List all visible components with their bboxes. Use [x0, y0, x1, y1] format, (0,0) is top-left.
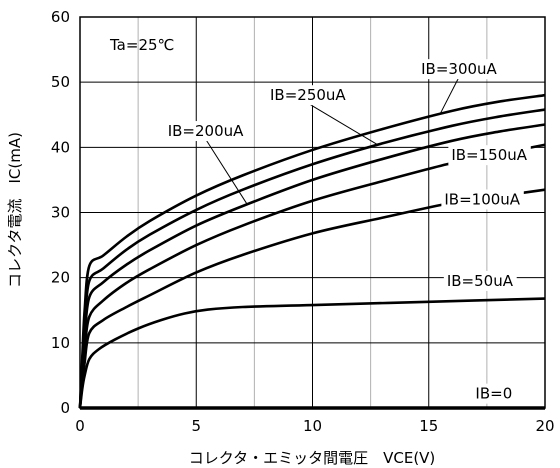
x-tick-label: 15 — [419, 417, 438, 435]
series-label: IB=150uA — [451, 146, 527, 164]
tick-labels: 0 5 10 15 20 0 10 20 30 40 50 60 — [51, 8, 555, 435]
y-tick-label: 10 — [51, 334, 70, 352]
leader-line — [205, 138, 248, 205]
label-background — [472, 383, 516, 404]
series-line-ib-300ua — [78, 93, 546, 409]
label-background — [418, 59, 501, 80]
series-label: IB=300uA — [421, 60, 497, 78]
y-tick-label: 60 — [51, 8, 70, 26]
x-tick-label: 20 — [535, 417, 554, 435]
label-leaders — [205, 76, 460, 205]
leader-line — [307, 102, 378, 146]
label-background — [448, 145, 531, 166]
grid — [80, 17, 545, 408]
x-tick-label: 5 — [191, 417, 201, 435]
series-label: IB=200uA — [168, 122, 244, 140]
series-label: IB=250uA — [270, 86, 346, 104]
label-background — [441, 189, 524, 210]
y-tick-label: 0 — [60, 399, 70, 417]
label-background — [267, 85, 350, 106]
series-line-ib-50ua — [78, 297, 546, 409]
y-tick-label: 50 — [51, 73, 70, 91]
temperature-annotation: Ta=25℃ — [109, 36, 174, 54]
y-tick-label: 20 — [51, 269, 70, 287]
y-tick-label: 30 — [51, 204, 70, 222]
x-tick-label: 10 — [303, 417, 322, 435]
series-label: IB=50uA — [447, 272, 514, 290]
label-background — [443, 270, 517, 291]
y-axis-label: コレクタ電流 IC(mA) — [6, 132, 24, 288]
x-tick-label: 0 — [75, 417, 85, 435]
y-tick-label: 40 — [51, 138, 70, 156]
x-axis-label: コレクタ・エミッタ間電圧 VCE(V) — [189, 449, 436, 467]
leader-line — [439, 76, 460, 114]
series-labels: IB=300uA IB=250uA IB=200uA IB=150uA IB=100uA… — [164, 59, 531, 404]
label-background — [164, 121, 248, 142]
series-label: IB=100uA — [444, 190, 520, 208]
series-label: IB=0 — [475, 385, 512, 403]
